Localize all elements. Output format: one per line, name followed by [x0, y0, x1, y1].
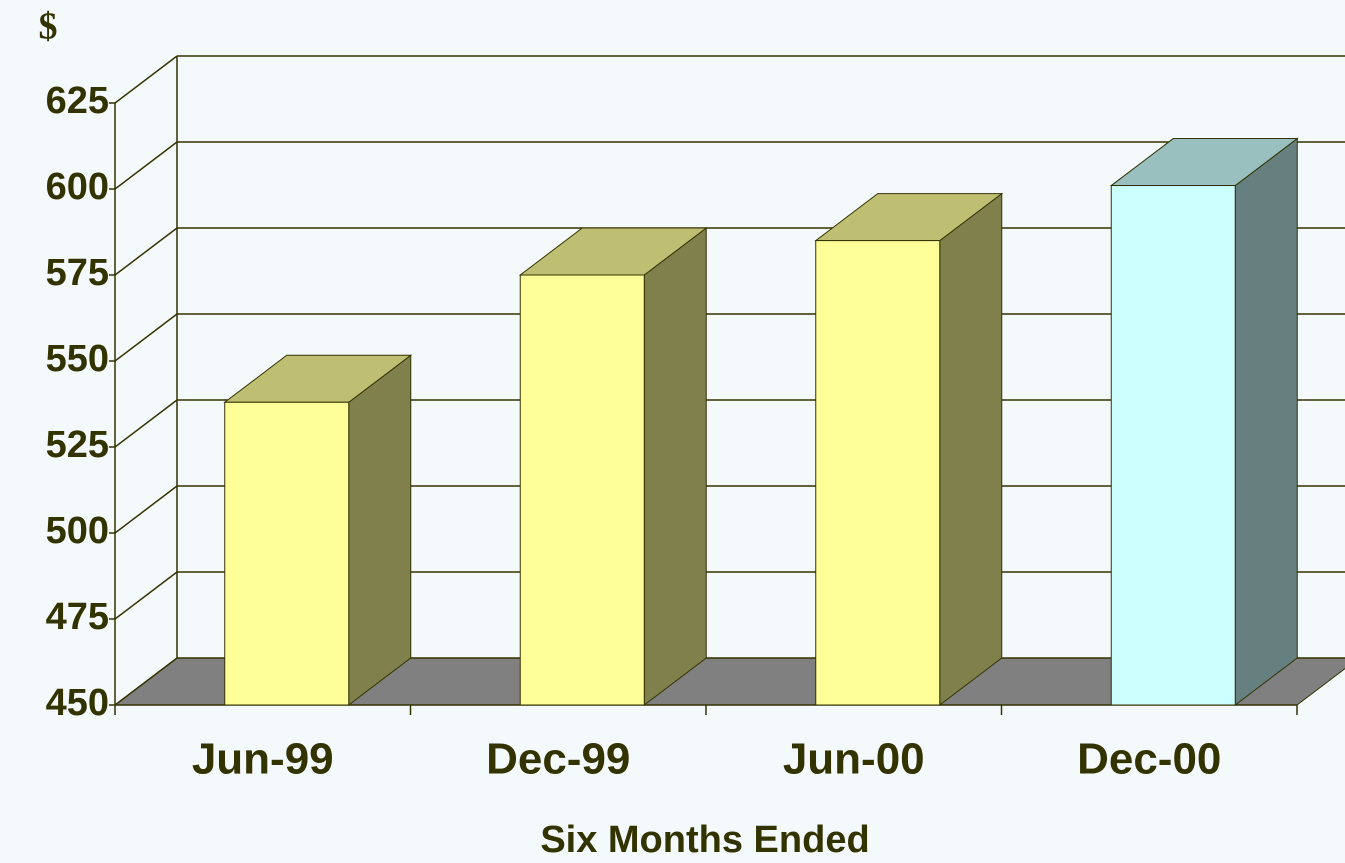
bar — [519, 274, 645, 706]
y-tick-label: 550 — [46, 338, 109, 380]
y-tick-label: 450 — [46, 682, 109, 724]
y-tick-label: 625 — [46, 80, 109, 122]
y-axis-label: $ — [39, 6, 58, 48]
y-tick-label: 475 — [46, 596, 109, 638]
bar-side — [643, 226, 707, 707]
bar — [1110, 185, 1236, 706]
x-tick-label: Jun-00 — [783, 735, 925, 784]
bar-side — [939, 192, 1003, 707]
y-tick-label: 500 — [46, 510, 109, 552]
y-tick-label: 525 — [46, 424, 109, 466]
y-tick-label: 575 — [46, 252, 109, 294]
grid-line — [114, 657, 178, 706]
grid-line — [114, 55, 178, 104]
grid-line — [114, 399, 178, 448]
grid-line — [114, 141, 178, 190]
grid-line — [114, 485, 178, 534]
y-tick-label: 600 — [46, 166, 109, 208]
grid-line — [114, 571, 178, 620]
grid-line — [114, 227, 178, 276]
bar — [224, 401, 350, 706]
x-axis-label: Six Months Ended — [540, 819, 869, 861]
x-tick-label: Dec-99 — [486, 735, 630, 784]
x-tick-label: Dec-00 — [1077, 735, 1221, 784]
bar-side — [1234, 137, 1298, 707]
bar-side — [348, 354, 412, 707]
bar — [815, 240, 941, 706]
x-tick-label: Jun-99 — [192, 735, 334, 784]
grid-line — [114, 313, 178, 362]
